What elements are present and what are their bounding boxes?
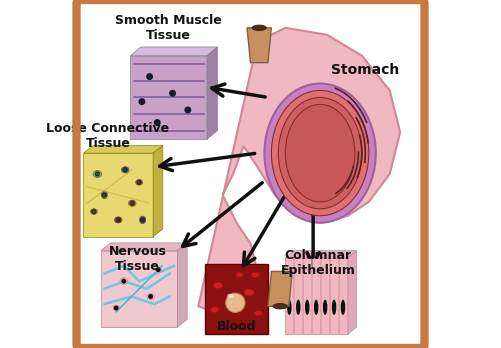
Polygon shape — [198, 28, 400, 313]
Polygon shape — [207, 47, 217, 139]
Circle shape — [130, 201, 134, 205]
Circle shape — [95, 172, 100, 176]
Circle shape — [122, 279, 126, 283]
Ellipse shape — [155, 267, 161, 272]
Ellipse shape — [227, 294, 233, 298]
Ellipse shape — [128, 200, 136, 206]
Ellipse shape — [121, 167, 129, 173]
Circle shape — [139, 99, 145, 104]
Polygon shape — [339, 258, 347, 334]
Circle shape — [147, 74, 152, 79]
Ellipse shape — [285, 104, 355, 202]
Ellipse shape — [101, 191, 108, 199]
Circle shape — [149, 295, 152, 298]
Ellipse shape — [114, 217, 122, 223]
Circle shape — [92, 209, 96, 214]
Text: Stomach: Stomach — [331, 63, 399, 77]
Ellipse shape — [244, 289, 255, 296]
Ellipse shape — [93, 171, 102, 177]
Ellipse shape — [272, 90, 369, 216]
Circle shape — [156, 268, 160, 271]
Ellipse shape — [314, 300, 319, 315]
Polygon shape — [285, 251, 357, 258]
Text: Nervous
Tissue: Nervous Tissue — [108, 245, 166, 273]
Ellipse shape — [251, 272, 260, 278]
Text: Columnar
Epithelium: Columnar Epithelium — [281, 249, 356, 277]
Polygon shape — [205, 264, 268, 334]
Ellipse shape — [332, 300, 336, 315]
Circle shape — [154, 120, 160, 125]
Ellipse shape — [136, 180, 143, 185]
Ellipse shape — [265, 84, 376, 223]
Ellipse shape — [279, 97, 362, 209]
Ellipse shape — [341, 300, 345, 315]
Ellipse shape — [113, 305, 119, 311]
Polygon shape — [84, 145, 163, 153]
Ellipse shape — [226, 293, 245, 313]
Circle shape — [116, 218, 120, 222]
Text: Loose Connective
Tissue: Loose Connective Tissue — [46, 122, 169, 150]
Polygon shape — [84, 153, 153, 237]
Polygon shape — [312, 258, 320, 334]
Ellipse shape — [296, 300, 301, 315]
Polygon shape — [294, 258, 302, 334]
Text: Blood: Blood — [217, 321, 257, 333]
Text: Smooth Muscle
Tissue: Smooth Muscle Tissue — [115, 14, 222, 42]
Polygon shape — [153, 145, 163, 237]
Circle shape — [123, 168, 127, 172]
Circle shape — [141, 218, 145, 222]
Ellipse shape — [287, 300, 292, 315]
Circle shape — [170, 90, 175, 96]
Polygon shape — [101, 251, 177, 327]
Ellipse shape — [120, 278, 128, 285]
Polygon shape — [303, 258, 311, 334]
Ellipse shape — [213, 282, 222, 288]
Polygon shape — [348, 251, 357, 334]
Ellipse shape — [139, 216, 146, 224]
Ellipse shape — [210, 307, 219, 313]
Polygon shape — [268, 271, 292, 306]
Polygon shape — [285, 258, 348, 334]
Ellipse shape — [90, 209, 97, 214]
Ellipse shape — [147, 293, 154, 300]
Ellipse shape — [273, 303, 287, 309]
Ellipse shape — [323, 300, 327, 315]
Polygon shape — [285, 258, 294, 334]
Circle shape — [185, 107, 191, 113]
Circle shape — [102, 193, 106, 197]
Polygon shape — [130, 56, 207, 139]
Polygon shape — [130, 47, 217, 56]
Polygon shape — [101, 243, 187, 251]
Polygon shape — [321, 258, 329, 334]
Ellipse shape — [236, 272, 243, 277]
Ellipse shape — [305, 300, 310, 315]
Polygon shape — [330, 258, 338, 334]
Polygon shape — [177, 243, 187, 327]
Polygon shape — [247, 28, 272, 63]
Circle shape — [114, 306, 118, 310]
Circle shape — [137, 180, 141, 184]
Ellipse shape — [255, 311, 263, 316]
Ellipse shape — [252, 25, 266, 31]
